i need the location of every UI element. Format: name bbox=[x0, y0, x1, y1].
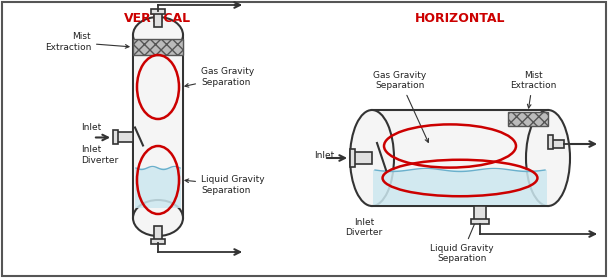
Bar bbox=[372, 111, 383, 205]
Text: Inlet: Inlet bbox=[314, 150, 334, 160]
Ellipse shape bbox=[526, 110, 570, 206]
Bar bbox=[117, 133, 133, 143]
Bar bbox=[151, 9, 165, 14]
Bar bbox=[133, 39, 183, 55]
Text: Liquid Gravity
Separation: Liquid Gravity Separation bbox=[185, 175, 264, 195]
Bar bbox=[471, 219, 489, 224]
Bar bbox=[372, 110, 548, 206]
Text: VERTICAL: VERTICAL bbox=[125, 11, 192, 24]
Ellipse shape bbox=[133, 200, 183, 236]
Bar bbox=[548, 135, 553, 149]
Ellipse shape bbox=[350, 110, 394, 206]
Bar bbox=[550, 140, 564, 148]
Bar bbox=[373, 170, 547, 205]
Text: Gas Gravity
Separation: Gas Gravity Separation bbox=[185, 67, 254, 87]
Bar bbox=[151, 239, 165, 244]
Bar bbox=[154, 13, 162, 27]
Bar bbox=[134, 35, 182, 126]
Text: Inlet
Diverter: Inlet Diverter bbox=[81, 145, 118, 165]
Bar bbox=[350, 149, 355, 167]
Bar bbox=[474, 206, 486, 220]
Ellipse shape bbox=[133, 17, 183, 53]
Bar bbox=[508, 112, 548, 126]
Bar bbox=[135, 168, 181, 208]
Text: Liquid Gravity
Separation: Liquid Gravity Separation bbox=[430, 215, 494, 263]
Text: Inlet: Inlet bbox=[81, 123, 102, 132]
Bar bbox=[154, 226, 162, 240]
Bar bbox=[352, 152, 372, 164]
Bar bbox=[113, 130, 118, 145]
Bar bbox=[134, 126, 182, 218]
Text: Mist
Extraction: Mist Extraction bbox=[510, 71, 556, 108]
Text: Inlet
Diverter: Inlet Diverter bbox=[345, 218, 382, 237]
Text: HORIZONTAL: HORIZONTAL bbox=[415, 11, 505, 24]
Bar bbox=[133, 35, 183, 218]
Text: Mist
Extraction: Mist Extraction bbox=[44, 32, 129, 52]
Text: Gas Gravity
Separation: Gas Gravity Separation bbox=[373, 71, 429, 142]
Bar bbox=[537, 111, 548, 205]
